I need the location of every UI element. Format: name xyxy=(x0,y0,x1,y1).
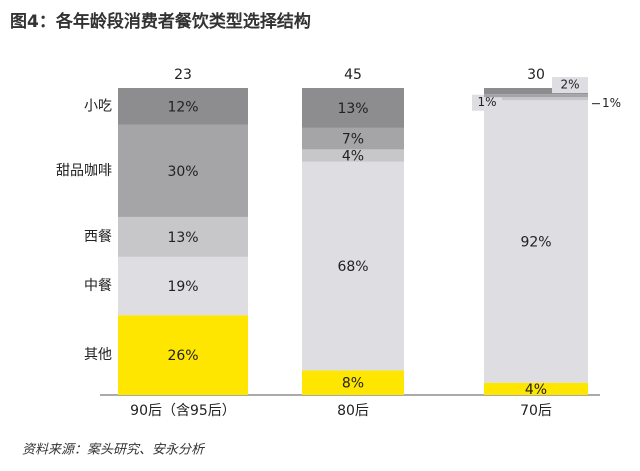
bar-segment xyxy=(118,315,248,395)
value-label: 4% xyxy=(525,382,547,398)
top-label: 30 xyxy=(527,67,545,83)
value-label: 92% xyxy=(520,235,551,251)
bar-segment xyxy=(484,94,588,98)
bar-segment xyxy=(302,149,404,162)
bar-segment xyxy=(484,97,588,101)
bar-segment xyxy=(484,382,588,395)
value-label: 13% xyxy=(337,101,368,117)
series-name: 中餐 xyxy=(84,278,112,294)
value-label: 7% xyxy=(342,132,364,148)
label-box xyxy=(472,94,502,111)
bar-segment xyxy=(118,256,248,316)
label-box xyxy=(552,77,588,94)
series-name: 西餐 xyxy=(84,229,112,245)
value-label: 1% xyxy=(477,95,496,109)
value-label: 30% xyxy=(167,164,198,180)
bar-segment xyxy=(484,88,588,95)
series-name: 其他 xyxy=(84,347,112,363)
bar-segment xyxy=(484,100,588,383)
series-name: 小吃 xyxy=(84,98,112,114)
top-label: 45 xyxy=(344,67,362,83)
bar-segment xyxy=(118,88,248,125)
value-label: 19% xyxy=(167,279,198,295)
x-tick-label: 90后（含95后） xyxy=(130,403,236,419)
bar-segment xyxy=(302,161,404,371)
value-label: 68% xyxy=(337,259,368,275)
x-tick-label: 70后 xyxy=(520,403,552,419)
bar-segment xyxy=(302,370,404,395)
value-label: 2% xyxy=(560,78,579,92)
value-label: 12% xyxy=(167,99,198,115)
value-label: 1% xyxy=(602,96,621,110)
value-label: 8% xyxy=(342,376,364,392)
value-label: 26% xyxy=(167,348,198,364)
top-label: 23 xyxy=(174,67,192,83)
bar-segment xyxy=(118,216,248,257)
bar-segment xyxy=(302,127,404,150)
value-label: 4% xyxy=(342,149,364,165)
bar-segment xyxy=(118,124,248,217)
bar-segment xyxy=(302,88,404,128)
series-name: 甜品咖啡 xyxy=(56,163,112,179)
x-tick-label: 80后 xyxy=(337,403,369,419)
value-label: 13% xyxy=(167,230,198,246)
source: 资料来源：案头研究、安永分析 xyxy=(22,442,206,458)
chart-title: 图4：各年龄段消费者餐饮类型选择结构 xyxy=(10,11,311,32)
